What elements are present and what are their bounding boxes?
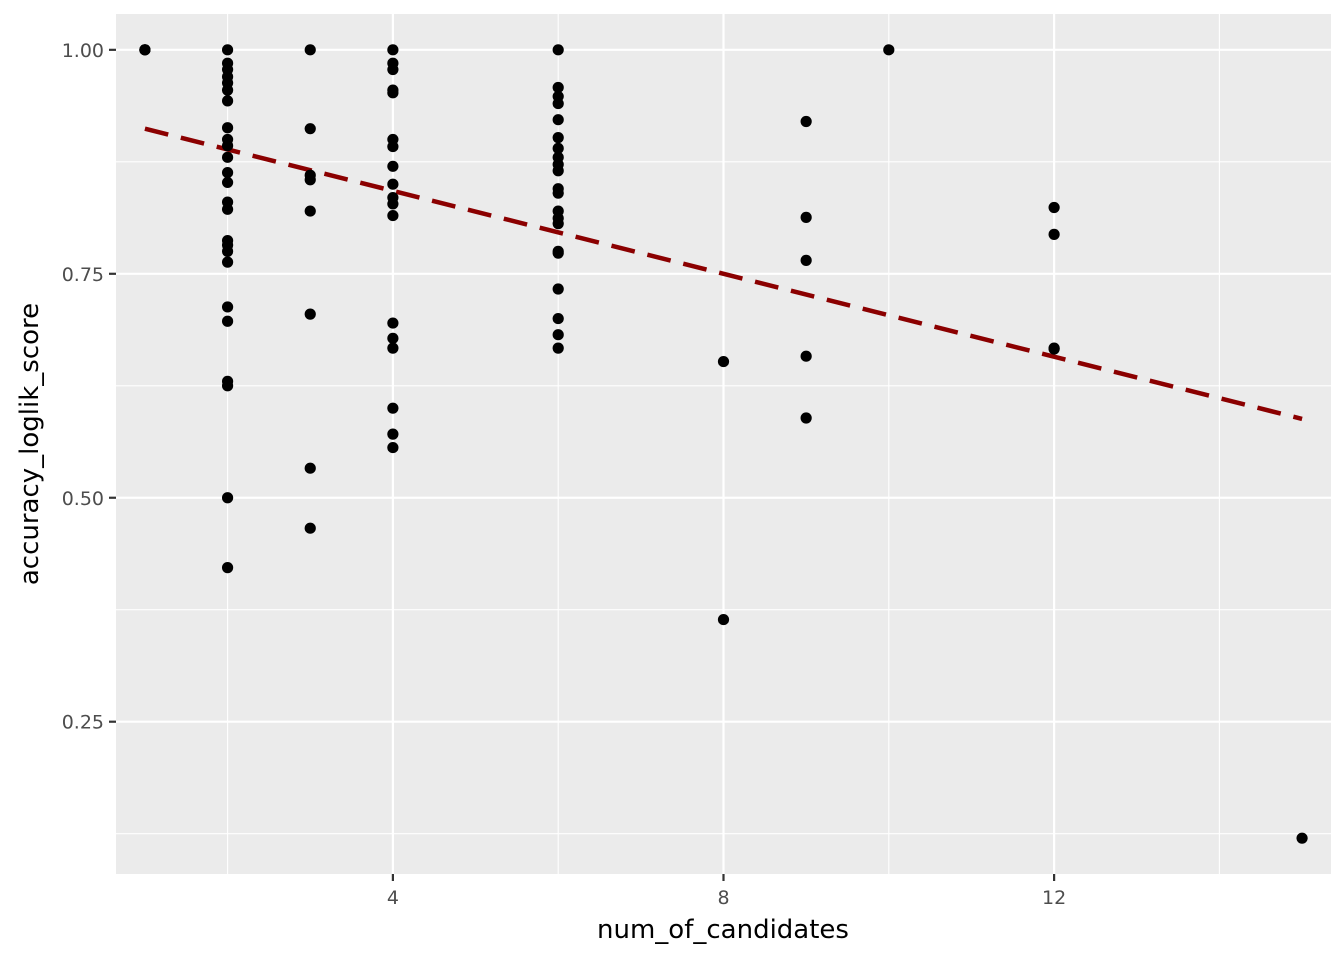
- data-point: [221, 140, 234, 152]
- data-point: [387, 441, 399, 454]
- data-point: [221, 84, 234, 96]
- data-point: [552, 187, 564, 199]
- data-point: [552, 165, 564, 177]
- data-point: [1048, 201, 1060, 214]
- data-point: [387, 342, 399, 354]
- data-point: [387, 332, 399, 344]
- data-point: [800, 254, 812, 266]
- data-point: [304, 462, 316, 474]
- data-point: [221, 44, 234, 56]
- y-axis: 0.25 0.50 0.75 1.00: [62, 40, 116, 734]
- data-point: [304, 123, 316, 135]
- trend-line: [144, 126, 1303, 422]
- data-point: [387, 140, 399, 153]
- data-point: [387, 160, 399, 172]
- data-point: [304, 522, 316, 534]
- data-point: [304, 308, 316, 320]
- data-point: [221, 166, 234, 179]
- data-point: [1296, 832, 1308, 844]
- data-point: [552, 142, 564, 154]
- data-point: [883, 44, 895, 56]
- data-point: [387, 402, 399, 414]
- data-point: [221, 122, 234, 134]
- data-point: [221, 562, 234, 574]
- data-point: [221, 315, 234, 327]
- trend-line-group: [144, 126, 1303, 422]
- x-axis-title: num_of_candidates: [597, 915, 849, 945]
- data-point: [387, 198, 399, 210]
- x-tick-label: 8: [717, 887, 729, 909]
- data-point: [221, 203, 234, 215]
- data-point: [1048, 343, 1060, 355]
- data-point: [387, 317, 399, 329]
- y-tick-label: 0.75: [62, 264, 104, 286]
- data-point: [800, 412, 812, 424]
- y-axis-title: accuracy_loglik_score: [15, 303, 45, 585]
- data-point: [552, 81, 564, 94]
- data-point: [552, 312, 564, 325]
- data-point: [221, 301, 234, 313]
- data-point: [387, 428, 399, 440]
- data-point: [800, 211, 812, 223]
- data-point: [304, 205, 316, 217]
- data-point: [552, 218, 564, 230]
- data-point: [717, 613, 730, 626]
- x-tick-label: 4: [387, 887, 399, 909]
- data-point: [552, 329, 564, 341]
- data-point: [221, 492, 234, 504]
- data-point: [221, 245, 234, 257]
- data-point: [139, 44, 151, 56]
- x-axis: 4 8 12: [387, 874, 1066, 909]
- data-point: [717, 355, 730, 368]
- y-tick-label: 1.00: [62, 40, 104, 62]
- data-point: [552, 44, 564, 56]
- data-point: [800, 350, 812, 362]
- data-point: [304, 174, 316, 186]
- data-point: [552, 97, 564, 110]
- data-point: [552, 342, 564, 354]
- data-point: [1048, 228, 1060, 240]
- data-point: [387, 178, 399, 190]
- y-tick-label: 0.50: [62, 488, 104, 510]
- data-points: [139, 44, 1308, 844]
- data-point: [221, 151, 234, 163]
- data-point: [387, 209, 399, 222]
- data-point: [552, 283, 564, 295]
- data-point: [552, 114, 564, 126]
- data-point: [800, 115, 812, 128]
- data-point: [387, 87, 399, 99]
- data-point: [221, 95, 234, 107]
- data-point: [387, 63, 399, 76]
- data-point: [304, 44, 316, 56]
- data-point: [387, 44, 399, 56]
- y-tick-label: 0.25: [62, 712, 104, 734]
- data-point: [221, 256, 234, 268]
- data-point: [221, 176, 234, 189]
- data-point: [552, 247, 564, 259]
- data-point: [552, 132, 564, 144]
- data-point: [221, 380, 234, 392]
- x-tick-label: 12: [1042, 887, 1066, 909]
